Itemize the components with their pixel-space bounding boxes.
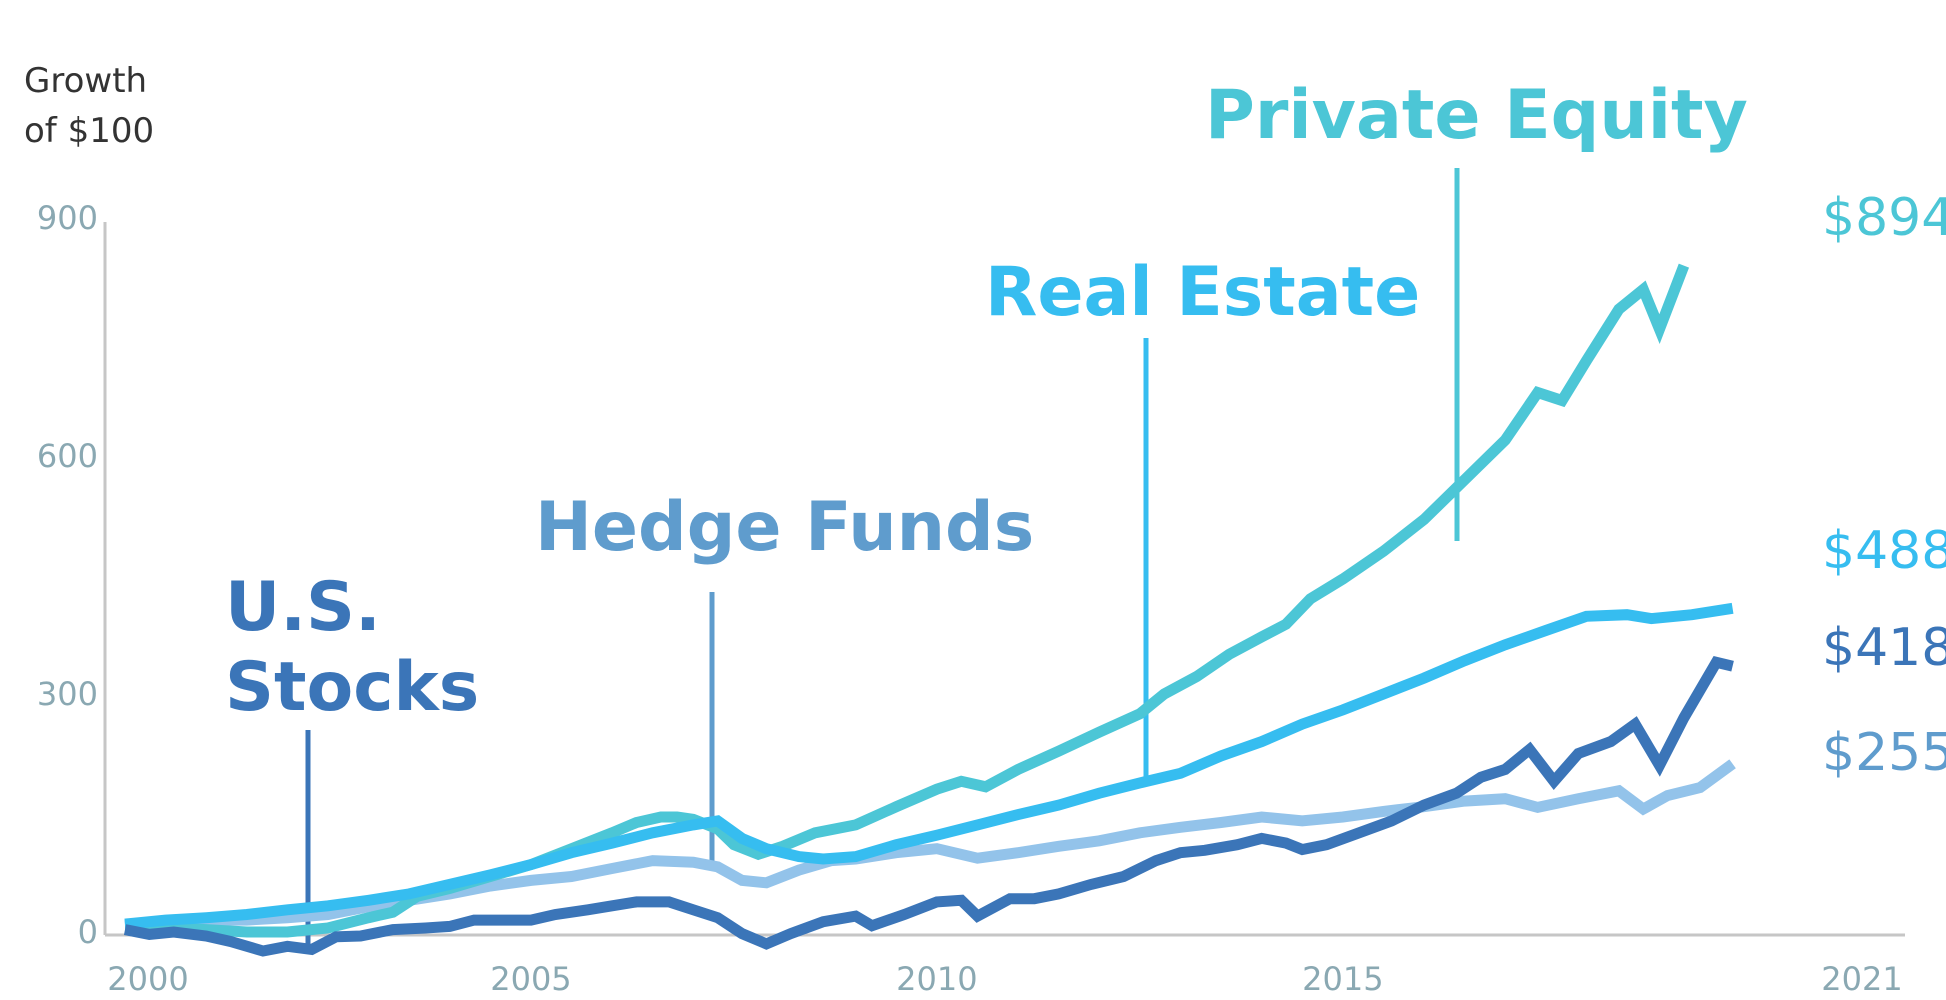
y-tick-label-300: 300	[37, 675, 98, 713]
x-tick-label-2021: 2021	[1821, 960, 1902, 998]
x-tick-labels: 2000 2005 2010 2015 2021	[107, 960, 1902, 998]
y-tick-label-900: 900	[37, 199, 98, 237]
end-value-label-hedge-funds: $255	[1822, 723, 1946, 783]
series-lines	[123, 263, 1736, 957]
y-tick-label-600: 600	[37, 437, 98, 475]
callout-label-u-s-stocks-line-1: U.S.	[225, 568, 381, 647]
y-axis-label-line-2: of $100	[24, 111, 154, 151]
callout-label-u-s-stocks-line-2: Stocks	[225, 648, 479, 727]
series-end-value-labels: $418 $255 $488 $894	[1822, 188, 1946, 783]
x-tick-label-2005: 2005	[490, 960, 571, 998]
end-value-label-u-s-stocks: $418	[1822, 618, 1946, 678]
callout-label-private-equity: Private Equity	[1205, 76, 1748, 155]
series-line-u-s-stocks	[123, 656, 1734, 957]
y-axis-label-line-1: Growth	[24, 61, 147, 101]
y-tick-label-0: 0	[78, 913, 98, 951]
series-callout-labels: U.S.Stocks Hedge Funds Real Estate Private …	[225, 76, 1748, 727]
x-tick-label-2015: 2015	[1302, 960, 1383, 998]
end-value-label-private-equity: $894	[1822, 188, 1946, 248]
end-value-label-real-estate: $488	[1822, 521, 1946, 581]
callout-label-real-estate: Real Estate	[985, 253, 1420, 332]
y-tick-labels: 0 300 600 900	[37, 199, 98, 951]
series-line-real-estate	[124, 602, 1734, 930]
callout-label-hedge-funds: Hedge Funds	[535, 488, 1034, 567]
y-axis-label: Growth of $100	[24, 61, 154, 151]
x-tick-label-2000: 2000	[107, 960, 188, 998]
x-tick-label-2010: 2010	[896, 960, 977, 998]
